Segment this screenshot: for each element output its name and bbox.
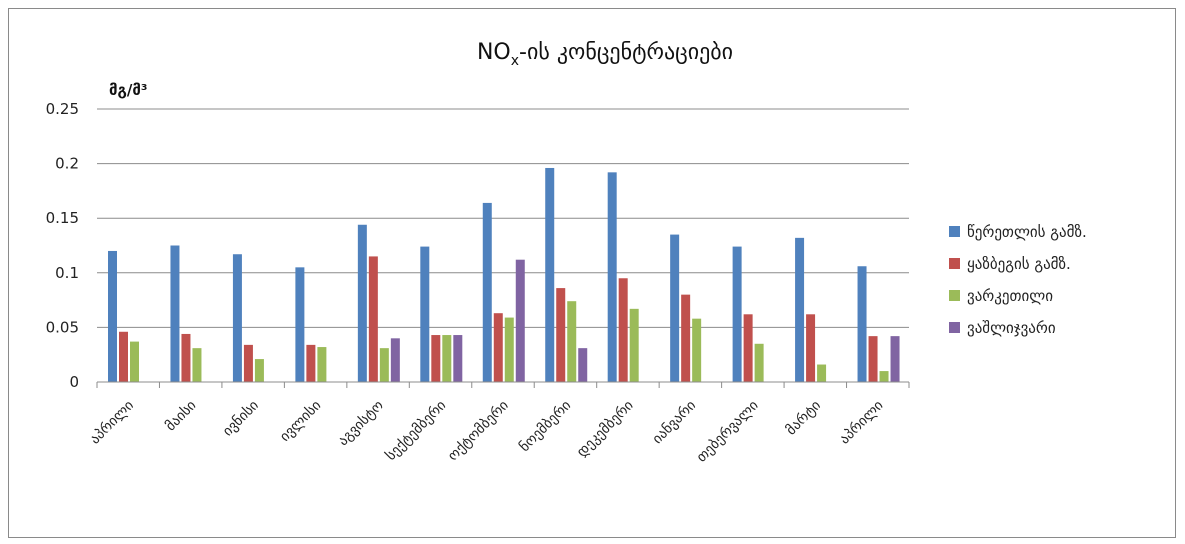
legend-swatch (949, 322, 960, 333)
category-label: დეკემბერი (573, 397, 637, 461)
bar (119, 331, 128, 382)
bar (254, 359, 264, 382)
bar (192, 348, 202, 382)
y-tick-label: 0.1 (55, 264, 79, 282)
bar (618, 278, 628, 382)
bar (181, 333, 191, 382)
bar (743, 314, 753, 382)
category-label: იანვარი (649, 397, 699, 447)
bar (868, 336, 878, 382)
y-tick-label: 0 (69, 373, 79, 391)
bar (170, 245, 180, 382)
legend-swatch (949, 290, 960, 301)
bar (817, 364, 827, 382)
y-tick-labels: 0.25 0.2 0.15 0.1 0.05 0 (46, 100, 79, 391)
category-label: სექტემბერი (382, 397, 449, 464)
category-label: ოქტომბერი (444, 397, 511, 464)
category-label: აგვისტო (335, 398, 387, 450)
bar (295, 267, 305, 382)
title-main: NO (477, 40, 511, 65)
y-axis-label: მგ/მ³ (109, 81, 147, 99)
y-tick-label: 0.05 (46, 318, 79, 336)
bar (515, 259, 525, 382)
bar (357, 224, 367, 382)
bar (504, 317, 514, 382)
y-tick-label: 0.25 (46, 100, 79, 118)
bar (232, 254, 242, 382)
bars (108, 167, 900, 382)
legend-label: ვაშლიჯვარი (967, 319, 1056, 337)
bar (607, 172, 617, 382)
bar (482, 202, 492, 382)
category-label: ნოემბერი (516, 397, 574, 455)
legend: წერეთლის გამზ. ყაზბეგის გამზ. ვარკეთილი ვაშ… (949, 223, 1087, 337)
bar (681, 294, 691, 382)
chart-svg: NOx-ის კონცენტრაციები მგ/მ³ 0.250.20.150… (46, 40, 1087, 466)
bar (442, 335, 452, 382)
category-label: აპრილი (836, 397, 887, 448)
category-label: მარტი (782, 397, 824, 439)
bar (379, 348, 389, 382)
legend-label: ყაზბეგის გამზ. (967, 255, 1071, 273)
grid-lines (97, 108, 909, 328)
y-tick-label: 0.15 (46, 209, 79, 227)
bar (130, 341, 139, 382)
title-subscript: x (511, 53, 519, 69)
bar (732, 246, 742, 382)
bar (857, 266, 867, 382)
title-rest: -ის კონცენტრაციები (519, 40, 733, 65)
category-label: აპრილი (86, 397, 137, 448)
category-label: მაისი (163, 398, 200, 435)
bar (368, 256, 378, 382)
category-labels: აპრილი მაისი ივნისი ივლისი აგვისტოსექტემბერი… (86, 397, 886, 466)
bar (545, 167, 555, 382)
legend-label: ვარკეთილი (967, 287, 1053, 305)
bar (306, 344, 316, 382)
bar (692, 318, 702, 382)
bar (453, 335, 463, 382)
bar (795, 237, 805, 382)
legend-swatch (949, 226, 960, 237)
bar (420, 246, 430, 382)
bar (806, 314, 816, 382)
bar (629, 308, 639, 382)
bar (390, 338, 400, 382)
chart-title: NOx-ის კონცენტრაციები (477, 40, 733, 69)
category-label: ივლისი (277, 398, 324, 445)
bar (890, 336, 900, 382)
y-tick-label: 0.2 (55, 155, 79, 173)
legend-label: წერეთლის გამზ. (967, 223, 1087, 241)
bar (431, 335, 441, 382)
bar (578, 348, 588, 382)
bar (754, 343, 764, 382)
category-label: ივნისი (220, 398, 262, 440)
bar (879, 371, 889, 382)
bar (108, 250, 117, 382)
bar (493, 313, 503, 382)
category-label: თებერვალი (693, 397, 762, 466)
bar (556, 288, 566, 382)
bar (317, 347, 327, 382)
legend-swatch (949, 258, 960, 269)
chart-frame: NOx-ის კონცენტრაციები მგ/მ³ 0.25 0.2 0.15 0… (8, 8, 1176, 538)
x-axis (96, 381, 910, 388)
bar (567, 301, 577, 382)
bar (243, 344, 253, 382)
bar (670, 234, 680, 382)
